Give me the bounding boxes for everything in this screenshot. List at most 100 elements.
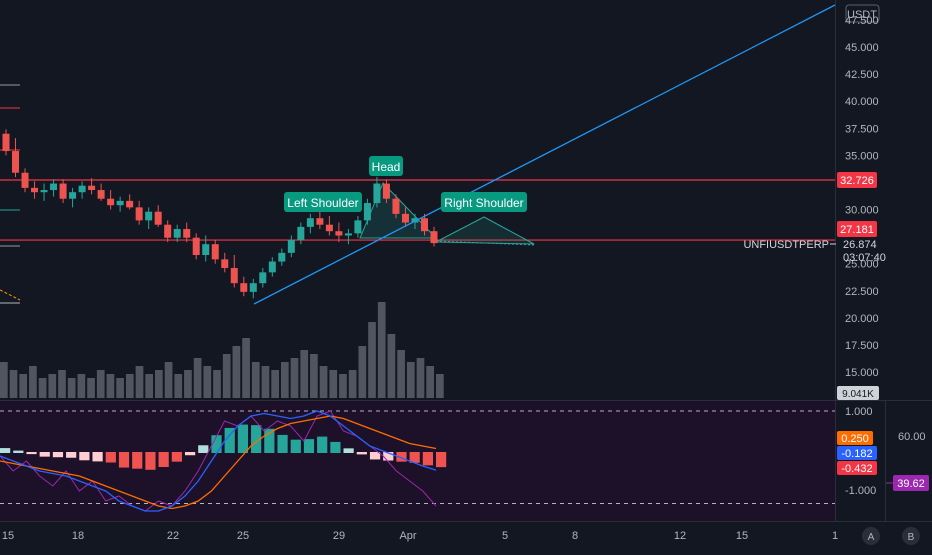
volume-bar — [164, 362, 173, 398]
histogram-bar — [211, 435, 222, 453]
price-axis-label: 20.000 — [845, 313, 879, 325]
svg-text:27.181: 27.181 — [840, 224, 874, 236]
svg-text:-0.432: -0.432 — [841, 463, 872, 475]
time-axis-label: 18 — [72, 530, 84, 542]
histogram-bar — [369, 452, 381, 460]
volume-bar — [222, 354, 231, 398]
candle — [249, 278, 257, 299]
ascending-trendline[interactable] — [253, 4, 836, 305]
auto-scale-button[interactable]: A — [862, 527, 880, 545]
rsi-axis-label: 60.00 — [898, 431, 926, 443]
price-axis-label: 25.000 — [845, 259, 879, 271]
time-axis-label: 8 — [572, 530, 578, 542]
svg-text:Head: Head — [372, 160, 401, 174]
volume-bar — [38, 378, 47, 398]
price-axis-label: 35.000 — [845, 150, 879, 162]
histogram-bar — [224, 427, 235, 453]
volume-bar — [387, 334, 396, 398]
histogram-bar — [290, 439, 301, 453]
candle — [154, 205, 162, 227]
histogram-bar — [39, 452, 50, 457]
candle — [164, 220, 172, 243]
indicator-axis-bottom: -1.000 — [845, 485, 876, 497]
volume-bar — [125, 374, 134, 398]
volume-bar — [290, 358, 299, 398]
volume-bar — [87, 378, 95, 398]
time-axis[interactable]: 15 18 22 25 29 Apr 5 8 12 15 1 — [2, 530, 838, 542]
candle — [88, 178, 96, 195]
candle — [230, 255, 238, 288]
volume-bar — [251, 362, 260, 398]
right-shoulder-label[interactable]: Right Shoulder — [441, 192, 527, 212]
time-axis-label: 25 — [237, 530, 249, 542]
candle — [211, 239, 219, 264]
candle — [382, 179, 390, 204]
candle — [31, 181, 39, 199]
price-axis-label: 30.000 — [845, 205, 879, 217]
candle — [354, 216, 362, 238]
candle — [202, 235, 210, 262]
candle — [78, 181, 86, 199]
volume-bar — [48, 374, 57, 398]
histogram-bar — [132, 452, 143, 469]
histogram-bar — [409, 452, 420, 463]
histogram-bar — [145, 452, 156, 470]
neckline[interactable] — [435, 240, 535, 246]
rsi-pane-bg — [886, 401, 932, 521]
volume-bar — [203, 366, 212, 398]
time-axis-label: Apr — [399, 530, 416, 542]
price-axis-label: 15.000 — [845, 367, 879, 379]
candle — [430, 226, 438, 247]
volume-tag: 9.041K — [837, 386, 879, 400]
candle — [335, 222, 343, 243]
histogram-bar — [356, 452, 367, 455]
price-axis[interactable]: USDT 47.500 45.000 42.500 40.000 37.500 35.00… — [845, 4, 880, 379]
candle — [287, 235, 295, 258]
candle — [2, 129, 10, 156]
price-axis-label: 37.500 — [845, 123, 879, 135]
volume-bar — [155, 370, 163, 398]
rsi-tag: 39.62 — [886, 475, 929, 491]
histogram-bar — [251, 425, 262, 453]
histogram-bar — [105, 452, 116, 463]
candle — [50, 179, 58, 197]
volume-bars — [0, 302, 444, 398]
svg-text:-0.182: -0.182 — [841, 448, 872, 460]
volume-bar — [416, 358, 425, 398]
time-axis-label: 15 — [736, 530, 748, 542]
histogram-bar — [66, 452, 77, 458]
support-tag: 27.181 — [837, 221, 877, 237]
head-label[interactable]: Head — [369, 156, 403, 176]
candle — [392, 194, 400, 219]
symbol-label: UNFIUSDTPERP — [743, 239, 829, 251]
histogram-bar — [13, 450, 24, 453]
volume-bar — [29, 366, 37, 398]
indicator-axis-top: 1.000 — [845, 406, 873, 418]
price-axis-label: 42.500 — [845, 69, 879, 81]
candle — [316, 211, 324, 230]
left-shoulder-label[interactable]: Left Shoulder — [284, 192, 362, 212]
time-axis-label: 15 — [2, 530, 14, 542]
bars-button[interactable]: B — [902, 527, 920, 545]
histogram-bar — [52, 452, 64, 458]
histogram-bar — [92, 452, 103, 462]
candle — [363, 198, 371, 225]
candle — [221, 252, 229, 273]
histogram-bar — [264, 428, 275, 453]
candle — [59, 179, 67, 204]
volume-bar — [242, 338, 250, 398]
trendline[interactable] — [253, 4, 836, 305]
horizontal-levels — [0, 84, 835, 304]
volume-bar — [348, 370, 357, 398]
candle — [240, 276, 248, 297]
histogram-bar — [118, 452, 130, 468]
volume-bar — [213, 370, 221, 398]
currency-badge[interactable] — [845, 4, 880, 23]
time-axis-label: 12 — [674, 530, 686, 542]
time-axis-label: 1 — [832, 530, 838, 542]
macd-tag: 0.250 — [837, 431, 873, 445]
histogram-bar — [171, 452, 182, 462]
time-axis-label: 5 — [502, 530, 508, 542]
histogram-bar — [158, 452, 169, 467]
